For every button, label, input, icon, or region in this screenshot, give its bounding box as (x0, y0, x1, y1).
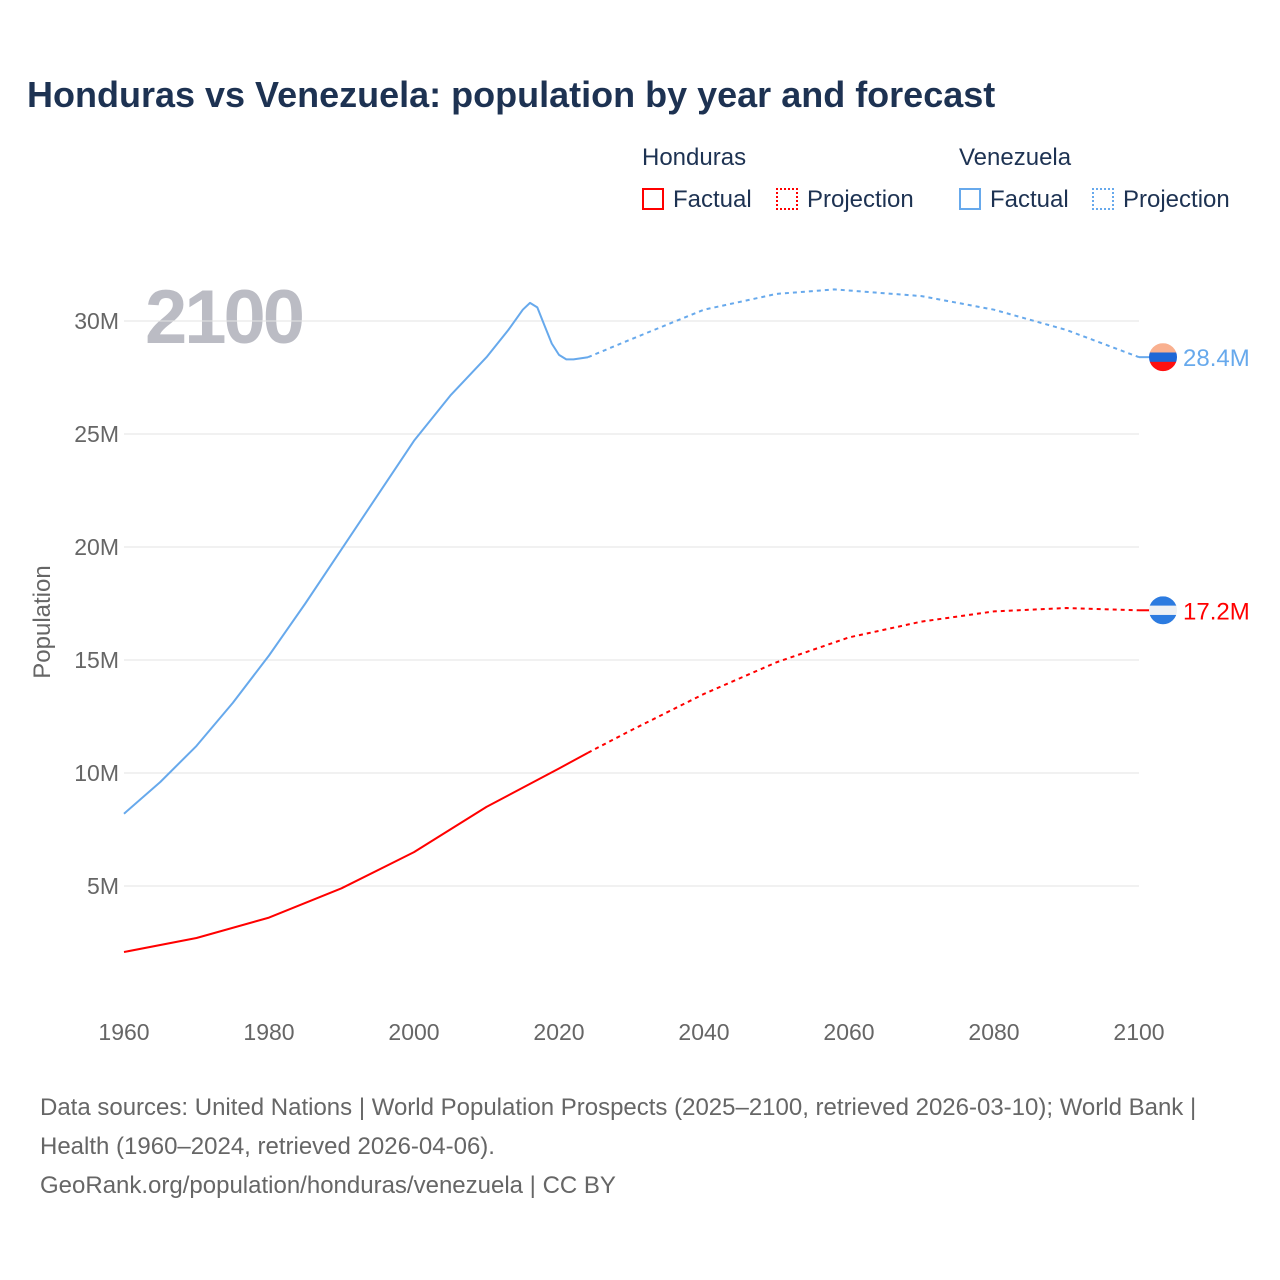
y-tick-label: 30M (74, 308, 119, 334)
x-tick-label: 2000 (388, 1019, 439, 1045)
legend-swatch-venezuela-projection[interactable] (1092, 188, 1114, 210)
y-tick-label: 10M (74, 760, 119, 786)
legend-label-venezuela-projection[interactable]: Projection (1123, 186, 1230, 213)
x-tick-label: 2040 (678, 1019, 729, 1045)
legend-swatch-honduras-projection[interactable] (776, 188, 798, 210)
year-watermark: 2100 (145, 275, 303, 360)
legend-label-venezuela-factual[interactable]: Factual (990, 186, 1069, 213)
honduras-end-value-label: 17.2M (1183, 598, 1250, 625)
honduras-flag-icon (1149, 596, 1177, 625)
venezuela-flag-icon (1149, 343, 1177, 372)
source-text: Data sources: United Nations | World Pop… (40, 1094, 1197, 1160)
legend-swatch-venezuela-factual[interactable] (959, 188, 981, 210)
x-tick-label: 2060 (823, 1019, 874, 1045)
x-tick-label: 2080 (968, 1019, 1019, 1045)
legend-group-honduras: Honduras (642, 144, 747, 171)
source-link[interactable]: GeoRank.org/population/honduras/venezuel… (40, 1172, 616, 1199)
x-tick-label: 2100 (1113, 1019, 1164, 1045)
y-tick-label: 20M (74, 534, 119, 560)
legend-group-venezuela: Venezuela (959, 144, 1072, 171)
legend-label-honduras-projection[interactable]: Projection (807, 186, 914, 213)
y-axis-label: Population (29, 565, 56, 678)
y-tick-label: 5M (87, 873, 119, 899)
legend-swatch-honduras-factual[interactable] (642, 188, 664, 210)
chart-title: Honduras vs Venezuela: population by yea… (27, 74, 996, 115)
venezuela-end-value-label: 28.4M (1183, 345, 1250, 372)
y-tick-label: 15M (74, 647, 119, 673)
x-tick-label: 1960 (98, 1019, 149, 1045)
venezuela-factual-line[interactable] (123, 301, 589, 815)
legend-label-honduras-factual[interactable]: Factual (673, 186, 752, 213)
x-tick-label: 1980 (243, 1019, 294, 1045)
venezuela-projection-line[interactable] (587, 288, 1140, 359)
x-tick-label: 2020 (533, 1019, 584, 1045)
honduras-factual-line[interactable] (123, 751, 589, 953)
y-tick-label: 25M (74, 421, 119, 447)
honduras-projection-line[interactable] (587, 606, 1140, 754)
data-sources: Data sources: United Nations | World Pop… (40, 1088, 1240, 1205)
